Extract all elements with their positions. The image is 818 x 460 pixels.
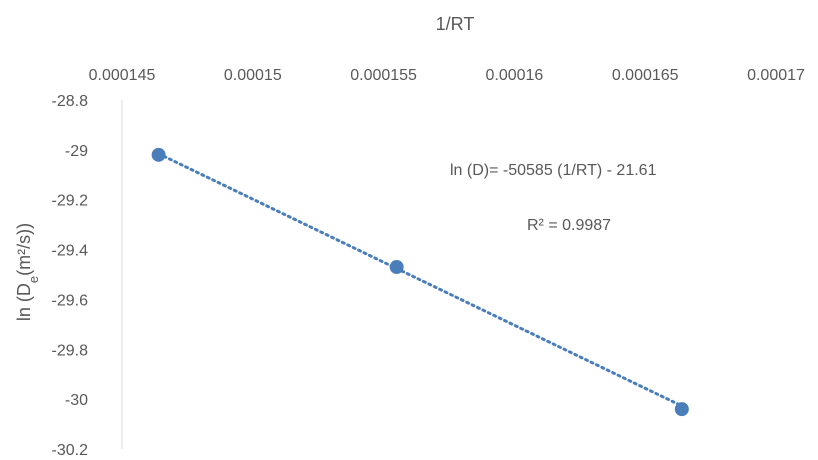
y-tick-label: -29.6	[52, 292, 89, 309]
y-tick-label: -29.4	[52, 243, 89, 260]
x-tick-label: 0.00015	[224, 67, 282, 84]
y-tick-label: -30	[65, 392, 88, 409]
x-tick-label: 0.000145	[89, 67, 156, 84]
y-tick-label: -30.2	[52, 442, 89, 459]
x-tick-labels: 0.000145 0.00015 0.000155 0.00016 0.000165 0.…	[89, 67, 805, 84]
y-tick-label: -28.8	[52, 93, 89, 110]
x-tick-label: 0.00016	[485, 67, 543, 84]
y-tick-label: -29.2	[52, 193, 89, 210]
data-point-3	[674, 402, 689, 417]
trendline-equation: ln (D)= -50585 (1/RT) - 21.61	[450, 162, 657, 179]
y-tick-labels: -28.8 -29 -29.2 -29.4 -29.6 -29.8 -30 -30.2	[52, 93, 89, 459]
y-tick-label: -29	[65, 143, 88, 160]
trendline	[157, 152, 684, 408]
x-tick-label: 0.00017	[747, 67, 805, 84]
data-point-1	[151, 147, 166, 162]
data-point-2	[389, 260, 404, 275]
y-tick-label: -29.8	[52, 342, 89, 359]
x-tick-label: 0.000165	[612, 67, 679, 84]
data-points	[151, 147, 689, 417]
x-tick-label: 0.000155	[350, 67, 417, 84]
y-axis-title: ln (De(m²/s))	[14, 223, 41, 321]
x-axis-title: 1/RT	[436, 14, 475, 34]
r-squared-label: R² = 0.9987	[527, 217, 611, 234]
